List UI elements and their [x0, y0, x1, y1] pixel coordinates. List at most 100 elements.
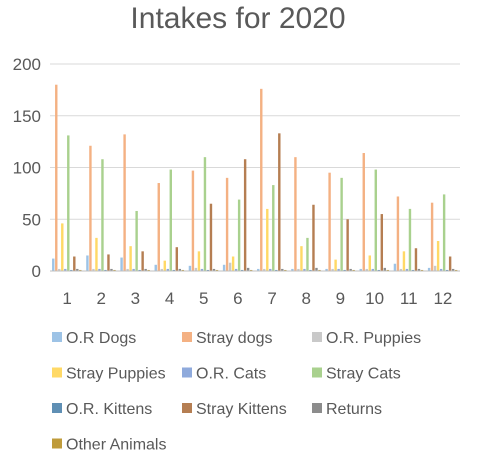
bar: [396, 196, 400, 271]
bar: [138, 269, 141, 271]
bar: [76, 268, 79, 271]
bar: [206, 269, 210, 271]
legend-label: O.R. Cats: [196, 366, 266, 383]
bar: [439, 268, 443, 271]
bar: [126, 268, 129, 271]
bar: [169, 169, 172, 271]
bar: [197, 251, 201, 271]
bar: [430, 202, 434, 271]
bar: [340, 177, 343, 271]
bar: [52, 258, 55, 271]
bar: [95, 237, 98, 271]
bar: [172, 269, 175, 271]
bar: [157, 183, 160, 271]
bar: [315, 267, 318, 271]
y-tick-label: 100: [13, 159, 41, 178]
legend-swatch: [52, 403, 62, 413]
bar: [107, 254, 110, 271]
legend-label: Stray Puppies: [66, 366, 166, 383]
bar: [405, 268, 409, 271]
x-tick-label: 10: [365, 289, 384, 308]
y-tick-label: 150: [13, 107, 41, 126]
bar: [89, 145, 92, 271]
x-tick-label: 11: [400, 289, 418, 308]
bar: [433, 265, 437, 271]
legend-swatch: [182, 403, 192, 413]
legend-label: Stray dogs: [196, 330, 272, 347]
bar: [243, 159, 247, 271]
bar: [436, 240, 440, 271]
bar: [411, 269, 415, 271]
bar: [349, 268, 352, 271]
bar: [454, 269, 458, 271]
bar: [228, 262, 232, 271]
bar: [67, 135, 70, 271]
bar: [92, 268, 95, 271]
x-tick-label: 4: [165, 289, 174, 308]
bar: [383, 267, 387, 271]
bar: [294, 157, 297, 271]
x-tick-label: 8: [302, 289, 311, 308]
legend-label: O.R. Kittens: [66, 401, 152, 418]
bar: [141, 251, 144, 271]
bar: [178, 268, 182, 271]
grid-layer: [50, 63, 460, 220]
bar: [374, 169, 377, 271]
bar: [297, 268, 300, 271]
bar: [359, 268, 362, 271]
bar: [266, 208, 269, 271]
bar: [203, 157, 207, 271]
x-tick-label: 5: [199, 289, 208, 308]
bar: [284, 269, 287, 271]
legend-swatch: [312, 367, 322, 378]
bar: [281, 268, 284, 271]
bar: [263, 268, 266, 271]
bar: [175, 247, 179, 271]
bar: [346, 219, 349, 271]
bar: [312, 204, 315, 271]
legend-swatch: [182, 367, 192, 378]
bar: [144, 268, 147, 271]
legend-label: Stray Cats: [326, 366, 401, 383]
bar: [420, 269, 424, 271]
legend-swatch: [52, 438, 62, 449]
bar: [160, 268, 163, 271]
bar: [352, 269, 355, 271]
bar: [86, 255, 89, 271]
bar: [448, 256, 452, 271]
legend-label: O.R. Puppies: [326, 330, 421, 347]
bar: [427, 267, 431, 271]
bar: [442, 194, 446, 271]
bar: [275, 269, 278, 271]
bar: [73, 256, 76, 271]
bar: [399, 268, 403, 271]
bar: [337, 268, 340, 271]
legend: O.R Dogs Stray dogs O.R. Puppies Stray Pupp…: [52, 330, 421, 454]
bar: [222, 264, 226, 271]
y-tick-label: 50: [22, 210, 41, 229]
bar: [402, 251, 406, 271]
bar: [445, 269, 449, 271]
bar: [386, 269, 390, 271]
y-tick-label: 200: [13, 55, 41, 74]
bar: [246, 267, 250, 271]
bar: [328, 172, 331, 271]
x-tick-label: 2: [97, 289, 106, 308]
bar: [200, 268, 204, 271]
bar: [325, 268, 328, 271]
bar: [272, 185, 275, 271]
x-tick-label: 9: [336, 289, 345, 308]
bar: [234, 268, 238, 271]
bar: [269, 268, 272, 271]
bar: [408, 208, 412, 271]
bar: [135, 210, 138, 271]
bar: [129, 246, 132, 271]
bar: [188, 265, 192, 271]
legend-label: Stray Kittens: [196, 401, 287, 418]
bar: [113, 269, 116, 271]
bar: [58, 268, 61, 271]
bar: [300, 246, 303, 271]
legend-label: Other Animals: [66, 437, 166, 454]
bar: [414, 248, 418, 271]
